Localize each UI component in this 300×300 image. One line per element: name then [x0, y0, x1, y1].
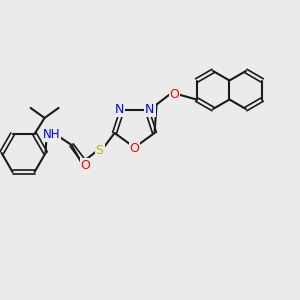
Text: O: O: [130, 142, 140, 155]
Text: S: S: [96, 145, 104, 158]
Text: NH: NH: [43, 128, 60, 142]
Text: O: O: [81, 160, 91, 172]
Text: N: N: [115, 103, 124, 116]
Text: O: O: [169, 88, 179, 101]
Text: N: N: [145, 103, 154, 116]
